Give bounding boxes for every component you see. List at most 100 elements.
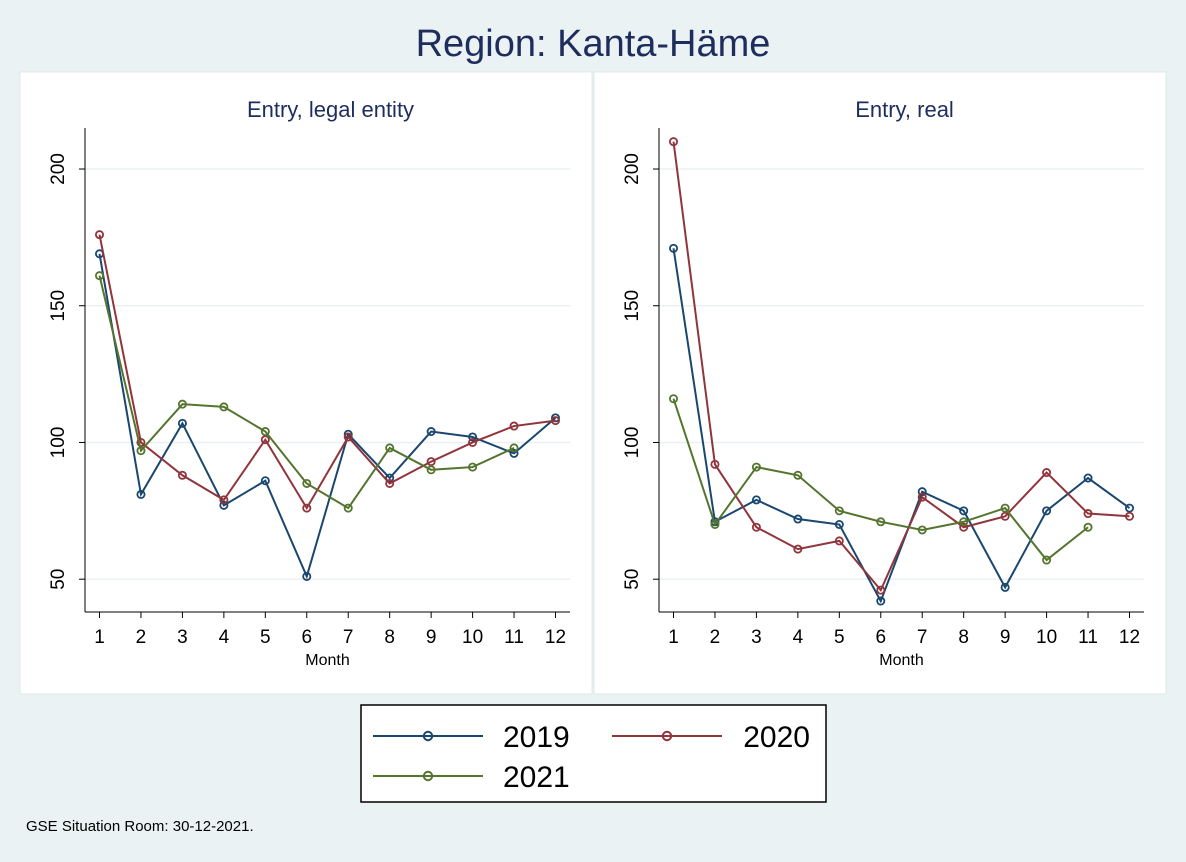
y-tick-label: 50 [48,569,69,590]
series-2021 [669,394,1093,565]
legend-entry-2020: 2020 [612,721,810,754]
series-2019 [669,243,1134,606]
data-point [1083,473,1093,483]
data-point [1124,503,1134,513]
data-point [260,476,270,486]
data-point [426,465,436,475]
data-point [793,514,803,524]
data-point [669,394,679,404]
data-point [751,495,761,505]
data-point [876,585,886,595]
series-line-2021 [98,275,515,510]
x-tick-label: 4 [219,627,230,648]
data-point [177,418,187,428]
data-point [1000,503,1010,513]
y-tick-label: 50 [622,569,643,590]
x-tick-label: 11 [1078,627,1098,648]
x-tick-label: 12 [1119,627,1140,648]
x-tick-label: 3 [177,627,188,648]
data-point [343,503,353,513]
data-point [219,500,229,510]
x-tick-label: 6 [875,627,886,648]
data-point [468,462,478,472]
data-point [426,457,436,467]
data-point [959,506,969,516]
data-point [917,492,927,502]
data-point [669,243,679,253]
data-point [793,470,803,480]
series-line-2020 [672,141,1130,592]
x-tick-label: 11 [504,627,524,648]
y-tick-label: 100 [622,427,643,459]
x-tick-label: 9 [1000,627,1011,648]
legend-entry-2021: 2021 [373,761,570,794]
panel-background [19,71,593,695]
series-line-2020 [98,234,556,511]
data-point [751,522,761,532]
data-point [834,519,844,529]
x-axis-title: Month [879,652,923,669]
data-point [95,271,105,281]
figure-title: Region: Kanta-Häme [416,23,771,65]
data-point [1042,555,1052,565]
data-point [468,437,478,447]
y-tick-label: 200 [48,153,69,185]
x-tick-label: 5 [834,627,845,648]
data-point [710,519,720,529]
x-tick-label: 7 [917,627,928,648]
data-point [509,443,519,453]
data-point [1124,511,1134,521]
data-point [509,421,519,431]
data-point [1000,511,1010,521]
legend-label: 2021 [503,761,570,794]
data-point [1000,582,1010,592]
data-point [426,427,436,437]
x-tick-label: 7 [343,627,354,648]
data-point [959,517,969,527]
data-point [177,399,187,409]
data-point [710,459,720,469]
data-point [959,522,969,532]
data-point [219,495,229,505]
data-point [136,489,146,499]
series-line-2021 [672,398,1089,562]
data-point [509,448,519,458]
data-point [917,525,927,535]
data-point [1042,468,1052,478]
data-point [669,137,679,147]
data-point [260,435,270,445]
data-point [468,432,478,442]
data-point [177,470,187,480]
data-point [260,427,270,437]
x-tick-label: 8 [384,627,395,648]
x-tick-label: 6 [301,627,312,648]
y-tick-label: 150 [48,290,69,322]
panel-title: Entry, legal entity [247,97,414,122]
series-line-2019 [672,248,1131,604]
series-2021 [95,271,519,513]
y-tick-label: 200 [622,153,643,185]
x-tick-label: 2 [136,627,147,648]
x-tick-label: 12 [545,627,566,648]
data-point [834,536,844,546]
data-point [751,462,761,472]
data-point [385,478,395,488]
data-point [550,416,560,426]
data-point [1042,506,1052,516]
x-tick-label: 4 [793,627,804,648]
legend-marker [422,730,434,742]
x-tick-label: 1 [668,627,679,648]
footnote: GSE Situation Room: 30-12-2021. [26,818,254,835]
y-tick-label: 100 [48,427,69,459]
series-2020 [669,137,1134,595]
data-point [1083,509,1093,519]
legend-marker [422,770,434,782]
data-point [876,596,886,606]
x-tick-label: 3 [751,627,762,648]
data-point [136,446,146,456]
data-point [302,503,312,513]
